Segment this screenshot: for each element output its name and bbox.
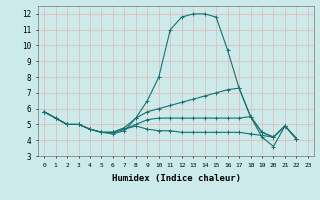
X-axis label: Humidex (Indice chaleur): Humidex (Indice chaleur) bbox=[111, 174, 241, 183]
